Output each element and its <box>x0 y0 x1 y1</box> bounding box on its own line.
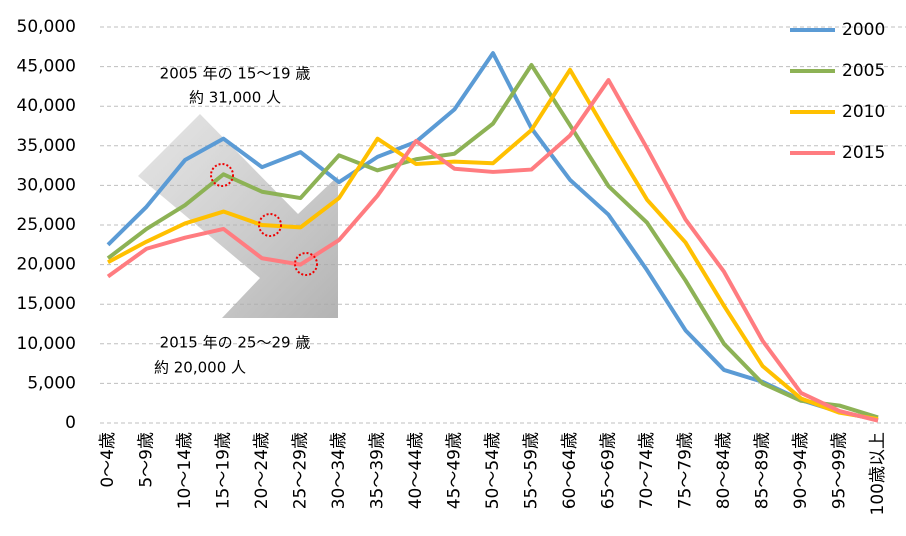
legend-label: 2005 <box>842 61 885 81</box>
y-tick-label: 20,000 <box>17 255 76 275</box>
x-tick-label: 0～4歳 <box>98 432 118 488</box>
x-tick-label: 70～74歳 <box>637 432 657 509</box>
series-line <box>106 63 879 420</box>
x-tick-label: 40～44歳 <box>406 432 426 509</box>
highlight-circle <box>258 213 282 237</box>
y-tick-label: 35,000 <box>17 136 76 156</box>
y-tick-label: 25,000 <box>17 215 76 235</box>
legend-label: 2000 <box>842 20 885 40</box>
y-tick-label: 15,000 <box>17 294 76 314</box>
x-tick-label: 100歳以上 <box>868 432 888 515</box>
x-tick-label: 45～49歳 <box>445 432 465 509</box>
x-tick-label: 5～9歳 <box>137 432 157 488</box>
x-tick-label: 75～79歳 <box>676 432 696 509</box>
y-tick-label: 30,000 <box>17 175 76 195</box>
y-tick-label: 50,000 <box>17 17 76 37</box>
x-tick-label: 35～39歳 <box>368 432 388 509</box>
highlight-circle <box>294 252 318 276</box>
annotation: 2005 年の 15～19 歳 <box>160 65 311 83</box>
x-tick-label: 15～19歳 <box>214 432 234 509</box>
x-tick-label: 55～59歳 <box>522 432 542 509</box>
annotation: 約 31,000 人 <box>189 89 281 107</box>
x-tick-label: 50～54歳 <box>483 432 503 509</box>
x-tick-label: 90～94歳 <box>791 432 811 509</box>
x-tick-label: 20～24歳 <box>252 432 272 509</box>
x-tick-label: 95～99歳 <box>830 432 850 509</box>
highlight-circle <box>210 163 234 187</box>
x-tick-label: 85～89歳 <box>753 432 773 509</box>
x-tick-label: 10～14歳 <box>175 432 195 509</box>
y-tick-label: 0 <box>65 413 76 433</box>
annotation: 約 20,000 人 <box>154 359 246 377</box>
series-line <box>107 67 879 422</box>
series-line <box>106 78 879 423</box>
x-tick-label: 65～69歳 <box>599 432 619 509</box>
lines <box>106 51 879 423</box>
legend-label: 2015 <box>842 143 885 163</box>
x-tick-label: 60～64歳 <box>560 432 580 509</box>
y-tick-label: 45,000 <box>17 57 76 77</box>
series-line <box>106 51 879 422</box>
y-tick-label: 40,000 <box>17 96 76 116</box>
x-tick-label: 30～34歳 <box>329 432 349 509</box>
x-tick-label: 80～84歳 <box>714 432 734 509</box>
legend-label: 2010 <box>842 102 885 122</box>
x-tick-label: 25～29歳 <box>291 432 311 509</box>
y-tick-label: 10,000 <box>17 334 76 354</box>
y-tick-label: 5,000 <box>27 373 76 393</box>
annotation: 2015 年の 25～29 歳 <box>160 334 311 352</box>
